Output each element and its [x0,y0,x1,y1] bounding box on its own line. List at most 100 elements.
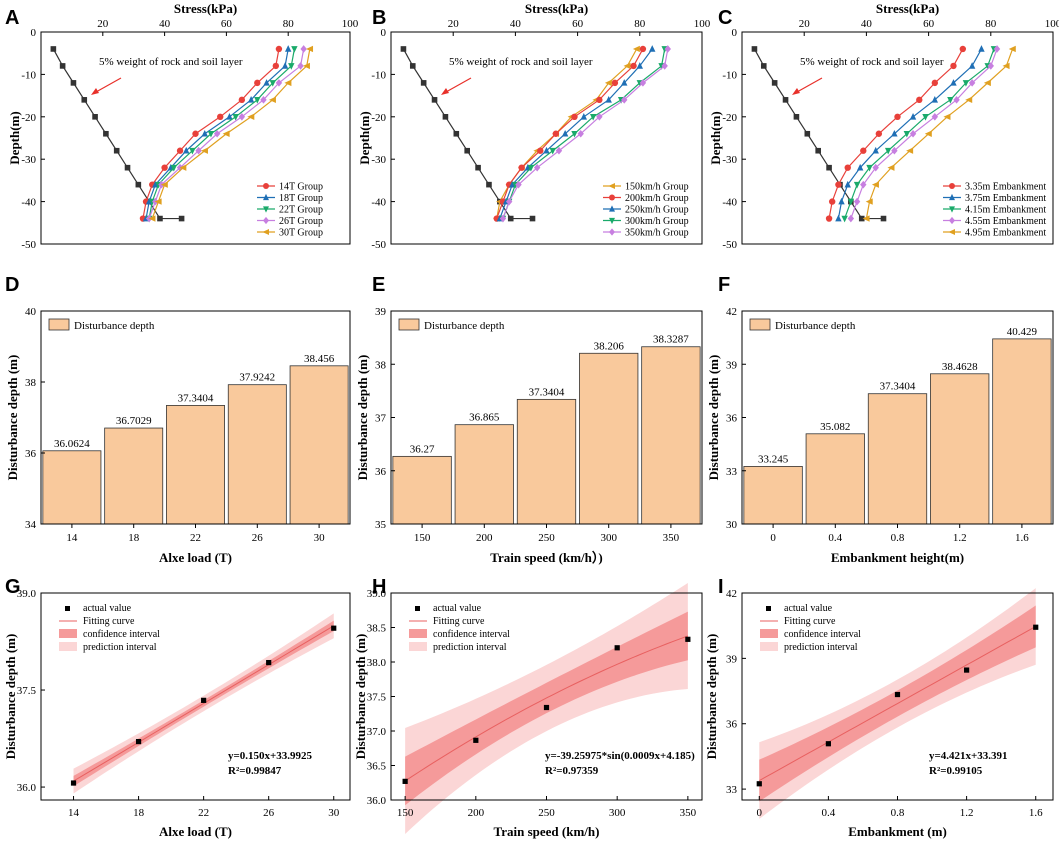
bar-data-label: 38.3287 [653,334,689,346]
series-point [269,80,276,87]
weight-marker [420,80,427,86]
series-point [254,79,261,87]
series-point [515,180,522,189]
weight-marker [793,114,800,120]
bar [392,455,452,525]
x-tick-label: 100 [342,18,359,30]
fit-r-squared: R²=0.97359 [545,765,599,777]
x-tick-label: 20 [799,18,811,30]
series-point [906,147,914,154]
x-tick-label: 0.8 [891,807,905,819]
legend-label: prediction interval [433,642,507,653]
series-point [152,180,159,188]
series-point [306,45,314,53]
series-point [200,147,208,154]
legend-marker [949,193,955,201]
series-point [247,113,255,120]
series-point [254,97,261,104]
x-tick-label: 14 [68,807,80,819]
panel-letter: A [5,7,19,29]
y-tick-label: 39.0 [17,588,37,600]
series-point [894,113,901,121]
series-line [496,48,644,219]
chart-panel-i: I 0 0.4 0.8 1.2 1.6 33 36 39 42 Embankment (m) Dist… [704,576,1054,839]
weight-marker [124,164,131,171]
x-axis-title: Stress(kPa) [525,1,588,16]
weight-marker [804,130,811,137]
series-point [844,180,851,188]
x-tick-label: 20 [448,18,460,30]
legend-label: Fitting curve [83,616,135,627]
x-tick-label: 30 [328,807,340,819]
series-point [195,146,202,155]
series-point [891,129,898,137]
weight-marker [400,46,407,52]
panel-letter: B [372,7,386,29]
series-point [959,45,967,53]
series-point [943,113,951,120]
x-tick-label: 40 [510,18,522,30]
data-point [473,737,479,743]
y-tick-label: -20 [21,112,36,124]
x-tick-label: 30 [314,532,326,544]
legend-label: Disturbance depth [424,320,505,332]
x-tick-label: 300 [600,532,617,544]
data-point [543,704,550,711]
weight-marker [50,46,57,52]
y-tick-label: -40 [722,197,737,209]
legend-label: actual value [83,603,132,614]
x-tick-label: 26 [252,532,264,544]
x-tick-label: 60 [572,18,584,30]
legend-label: 4.55m Embankment [965,216,1046,227]
y-tick-label: 39 [726,359,738,371]
x-tick-label: 0.4 [828,532,842,544]
series-point [148,215,156,222]
legend-marker [609,205,615,212]
weight-marker [751,46,758,52]
y-tick-label: 36.0 [367,795,387,807]
bar [516,398,577,525]
x-tick-label: 150 [414,532,431,544]
legend-marker [609,228,615,236]
legend-pi-swatch [760,642,778,651]
fit-curve [404,635,689,782]
bar-data-label: 37.3404 [880,381,916,393]
series-point [1002,62,1010,70]
x-tick-label: 250 [538,807,555,819]
legend-swatch [398,318,420,331]
data-point [70,780,77,786]
series-point [561,129,569,137]
series-point [950,62,957,70]
weight-marker [880,215,887,222]
weight-marker [113,147,120,154]
series-point [649,45,656,52]
series-point [860,180,867,189]
chart-panel-g: G 14 18 22 26 30 36.0 37.5 39.0 Alxe load (T) Dist… [3,576,351,839]
series-point [853,181,861,189]
series-point [947,97,954,104]
series-point [604,79,612,87]
series-point [284,79,292,87]
y-tick-label: 36 [25,448,37,460]
annotation-text: 5% weight of rock and soil layer [800,56,944,68]
y-tick-label: 33 [726,466,738,478]
x-tick-label: 80 [985,18,997,30]
x-tick-label: 40 [861,18,873,30]
y-tick-label: -50 [722,239,737,251]
legend-label: actual value [433,603,482,614]
y-axis-title: Disturbance depth (m) [5,355,20,481]
series-point [263,79,270,86]
series-point [217,113,224,121]
series-point [987,62,994,70]
legend-marker [609,217,615,225]
annotation-arrow [95,77,122,93]
series-point [639,45,647,53]
series-point [1008,45,1016,53]
y-axis-title: Depth(m) [357,111,372,164]
series-point [552,130,560,137]
weight-marker [507,215,514,222]
series-point [841,215,848,223]
legend-label: confidence interval [433,629,510,640]
series-point [213,129,221,138]
x-tick-label: 22 [198,807,209,819]
